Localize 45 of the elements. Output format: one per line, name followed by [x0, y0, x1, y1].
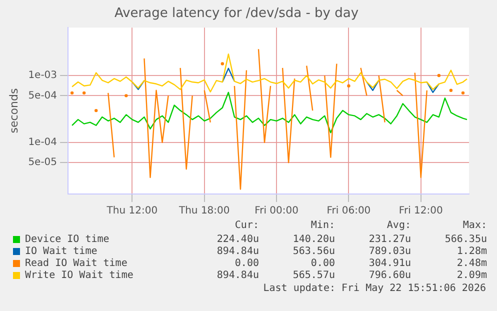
legend-label: IO Wait time	[25, 246, 98, 258]
point	[449, 88, 453, 92]
text: 789.03u	[368, 246, 411, 258]
text: 0.00	[234, 258, 259, 270]
y-axis-title: seconds	[7, 88, 20, 134]
text: 0.00	[310, 258, 335, 270]
text: 2.09m	[456, 270, 487, 282]
point	[437, 74, 441, 78]
text: 566.35u	[444, 234, 487, 246]
x-tick-label: Fri 12:00	[398, 206, 443, 217]
text: Max:	[462, 220, 487, 232]
text: 565.57u	[292, 270, 335, 282]
point	[220, 62, 224, 66]
point	[124, 94, 128, 98]
y-tick-label: 5e-04	[28, 90, 58, 102]
text: Last update: Fri May 22 15:51:06 2026	[263, 283, 486, 294]
text: 304.91u	[368, 258, 411, 270]
point	[70, 91, 74, 95]
legend-label: Read IO Wait time	[25, 258, 128, 270]
text: 140.20u	[292, 234, 335, 246]
point	[82, 91, 86, 95]
x-tick-label: Fri 06:00	[326, 206, 371, 217]
chart-title: Average latency for /dev/sda - by day	[114, 6, 359, 22]
text: Avg:	[386, 220, 411, 232]
text: 563.56u	[292, 246, 335, 258]
text: 894.84u	[216, 246, 259, 258]
text: 894.84u	[216, 270, 259, 282]
legend-label: Device IO time	[25, 234, 110, 246]
text: 231.27u	[368, 234, 411, 246]
y-tick-label: 1e-03	[28, 70, 58, 82]
y-tick-label: 1e-04	[28, 137, 58, 148]
text: 1.28m	[456, 246, 487, 258]
point	[347, 84, 350, 88]
x-tick-label: Thu 12:00	[106, 206, 158, 217]
legend-label: Write IO Wait time	[25, 270, 134, 282]
y-tick-label: 5e-05	[28, 157, 58, 168]
point	[94, 108, 98, 112]
point	[461, 91, 465, 95]
text: 796.60u	[368, 270, 411, 282]
text: Min:	[310, 220, 335, 232]
x-tick-label: Thu 18:00	[178, 206, 230, 217]
text: 224.40u	[216, 234, 259, 246]
text: Cur:	[234, 220, 259, 232]
text: 2.48m	[456, 258, 487, 270]
x-tick-label: Fri 00:00	[254, 206, 299, 217]
